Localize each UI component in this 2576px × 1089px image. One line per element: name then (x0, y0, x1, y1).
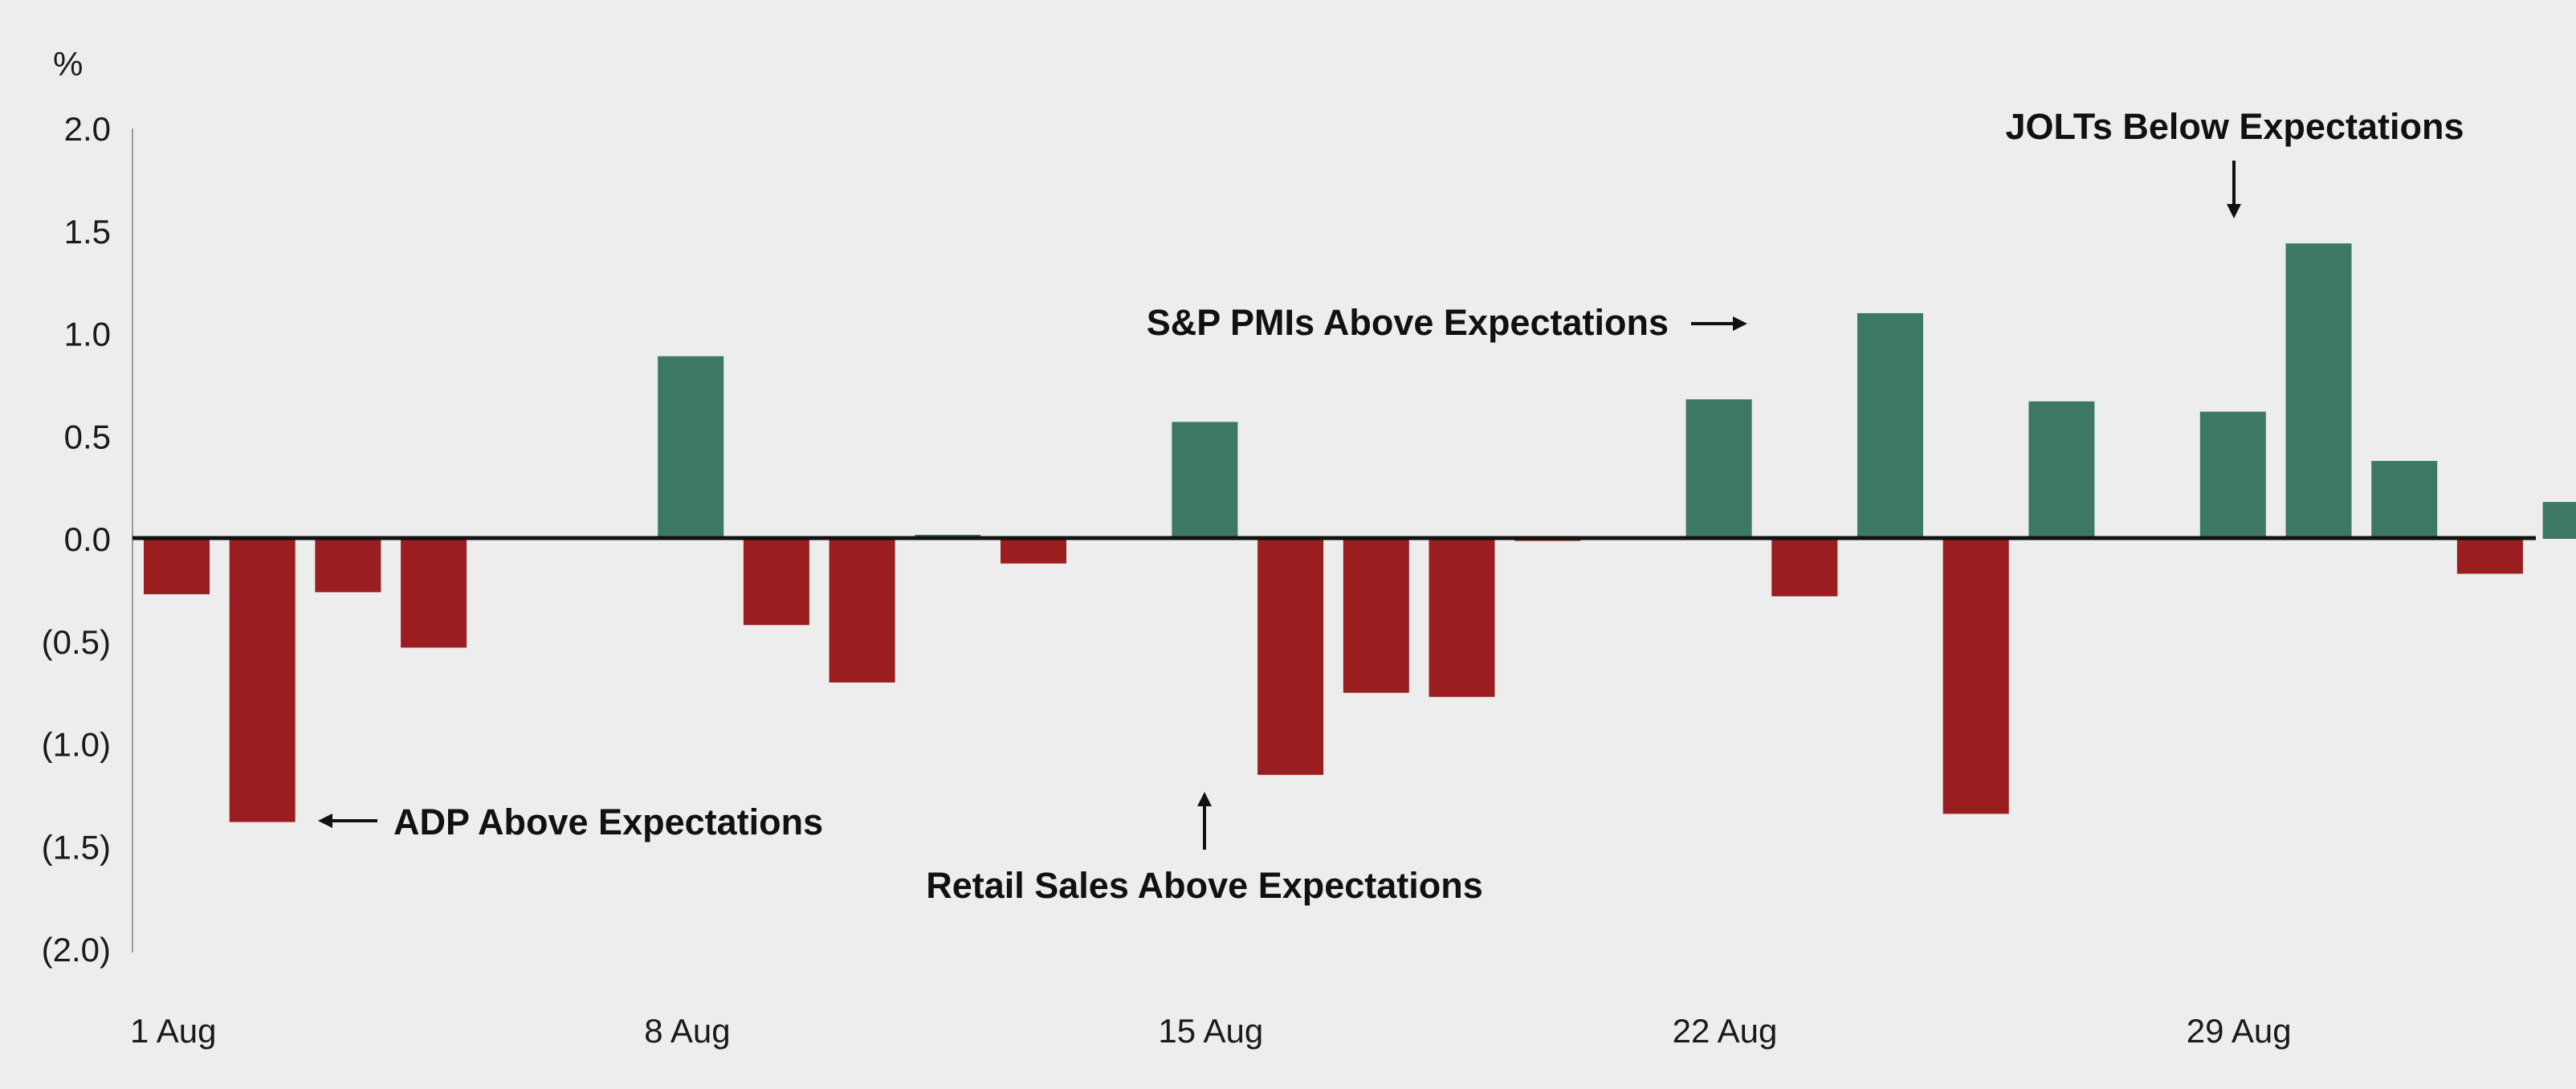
bar-negative (2456, 539, 2523, 574)
y-tick-label: (0.5) (42, 623, 111, 661)
y-tick-label: 1.5 (64, 213, 111, 251)
bar-negative (1771, 539, 1838, 597)
arrowhead-icon (1733, 316, 1747, 331)
bar-negative (1942, 539, 2009, 814)
unit-label: % (53, 45, 83, 83)
y-tick-label: (2.0) (42, 931, 111, 969)
x-tick-label: 29 Aug (2187, 1012, 2292, 1050)
arrowhead-icon (2227, 204, 2241, 218)
x-tick-label: 8 Aug (644, 1012, 730, 1050)
arrowhead-icon (1197, 792, 1212, 806)
bar-negative (829, 539, 895, 683)
y-tick-label: 1.0 (64, 316, 111, 353)
bar-negative (1257, 539, 1324, 775)
annotation-jolts: JOLTs Below Expectations (2006, 106, 2464, 218)
annotation-retail-sales-label: Retail Sales Above Expectations (926, 865, 1483, 906)
annotation-adp: ADP Above Expectations (318, 801, 823, 842)
annotation-sp-pmis: S&P PMIs Above Expectations (1147, 302, 1747, 343)
x-tick-label: 1 Aug (130, 1012, 216, 1050)
bar-positive (1857, 312, 1923, 539)
bar-positive (658, 356, 724, 539)
bar-positive (2028, 401, 2095, 539)
y-tick-label: 2.0 (64, 110, 111, 148)
bar-negative (315, 539, 381, 593)
annotation-sp-pmis-label: S&P PMIs Above Expectations (1147, 302, 1669, 343)
bar-positive (1172, 422, 1238, 539)
x-tick-label: 15 Aug (1158, 1012, 1263, 1050)
y-tick-labels: 2.0 1.5 1.0 0.5 0.0 (0.5) (1.0) (1.5) (2.0) (42, 110, 111, 969)
bar-positive (2371, 460, 2438, 539)
bar-negative (229, 539, 296, 822)
annotation-jolts-label: JOLTs Below Expectations (2006, 106, 2464, 147)
annotation-adp-label: ADP Above Expectations (393, 801, 823, 842)
y-tick-label: 0.0 (64, 520, 111, 558)
bar-positive (2199, 411, 2266, 539)
bar-negative (1429, 539, 1495, 697)
y-tick-label: (1.0) (42, 726, 111, 764)
x-tick-labels: 1 Aug 8 Aug 15 Aug 22 Aug 29 Aug (130, 1012, 2292, 1050)
bar-positive (2285, 243, 2352, 539)
bar-negative (1343, 539, 1409, 693)
annotation-retail-sales: Retail Sales Above Expectations (926, 792, 1483, 906)
y-tick-label: 0.5 (64, 418, 111, 455)
bar-negative (1001, 539, 1066, 564)
x-tick-label: 22 Aug (1673, 1012, 1778, 1050)
bars (144, 243, 2576, 822)
bar-positive (1685, 399, 1752, 539)
bar-positive (2542, 502, 2576, 539)
bar-negative (743, 539, 809, 626)
arrowhead-icon (318, 814, 332, 828)
y-tick-label: (1.5) (42, 828, 111, 866)
bar-negative (144, 539, 210, 594)
bar-negative (401, 539, 467, 648)
